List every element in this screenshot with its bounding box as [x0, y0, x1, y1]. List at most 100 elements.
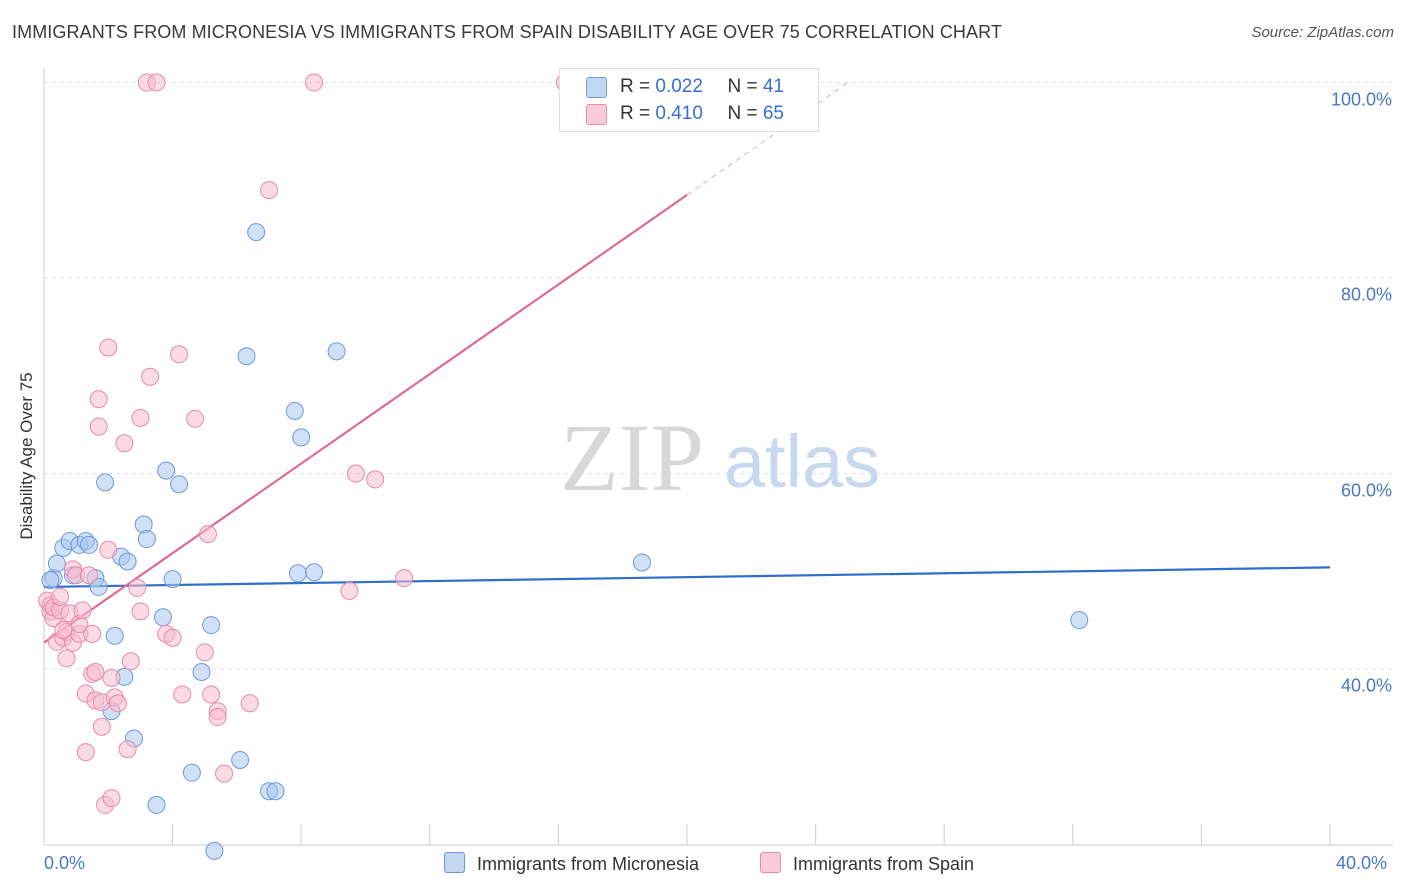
micronesia-point	[192, 662, 211, 681]
spain-trend-line	[43, 194, 688, 644]
micronesia-point	[137, 530, 156, 549]
micronesia-point	[163, 570, 182, 589]
micronesia-swatch	[586, 77, 607, 98]
spain-point	[99, 540, 118, 559]
spain-point	[115, 434, 134, 453]
spain-point	[73, 601, 92, 620]
y-tick-label: 100.0%	[1330, 89, 1392, 110]
micronesia-point	[305, 563, 324, 582]
spain-point	[173, 685, 192, 704]
legend-item-spain[interactable]: Immigrants from Spain	[760, 852, 974, 875]
micronesia-point	[47, 554, 66, 573]
micronesia-point	[80, 535, 99, 554]
correlation-legend: R = 0.022 N = 41 R = 0.410 N = 65	[559, 68, 819, 132]
spain-point	[170, 345, 189, 364]
n-value: 41	[762, 76, 784, 97]
n-value: 65	[762, 103, 784, 124]
micronesia-point	[285, 401, 304, 420]
micronesia-point	[237, 347, 256, 366]
watermark-zip: ZIP	[560, 404, 704, 511]
micronesia-point	[266, 782, 285, 801]
micronesia-trend-line	[43, 566, 1331, 589]
source-label: Source: ZipAtlas.com	[1251, 24, 1394, 41]
x-tick-label: 0.0%	[44, 853, 86, 873]
spain-point	[163, 628, 182, 647]
micronesia-point	[147, 795, 166, 814]
spain-point	[51, 587, 70, 606]
micronesia-point	[247, 223, 266, 242]
spain-point	[131, 408, 150, 427]
trend-lines	[43, 82, 1331, 644]
spain-point	[102, 789, 121, 808]
x-tick-label: 40.0%	[1336, 853, 1388, 873]
axes	[43, 68, 1393, 846]
spain-point	[80, 566, 99, 585]
spain-point	[147, 73, 166, 92]
n-label: N =	[727, 76, 763, 97]
spain-point	[54, 620, 73, 639]
spain-swatch	[760, 852, 781, 873]
data-points	[38, 73, 1089, 860]
spain-point	[89, 390, 108, 409]
spain-point	[102, 668, 121, 687]
r-value: 0.022	[655, 76, 703, 97]
spain-point	[215, 764, 234, 783]
spain-point	[141, 367, 160, 386]
spain-point	[260, 181, 279, 200]
micronesia-point	[96, 473, 115, 492]
micronesia-point	[632, 553, 651, 572]
micronesia-point	[41, 571, 60, 590]
micronesia-point	[1070, 611, 1089, 630]
micronesia-point	[182, 763, 201, 782]
spain-point	[346, 464, 365, 483]
legend-label: Immigrants from Spain	[793, 854, 975, 874]
spain-point	[89, 417, 108, 436]
spain-point	[131, 602, 150, 621]
micronesia-point	[202, 616, 221, 635]
spain-point	[395, 569, 414, 588]
spain-point	[340, 581, 359, 600]
spain-point	[121, 652, 140, 671]
micronesia-point	[288, 564, 307, 583]
spain-point	[366, 470, 385, 489]
micronesia-point	[134, 515, 153, 534]
n-label: N =	[727, 103, 763, 124]
micronesia-point	[118, 552, 137, 571]
r-value: 0.410	[655, 103, 703, 124]
spain-point	[128, 578, 147, 597]
y-tick-label: 80.0%	[1340, 284, 1392, 305]
r-label: R =	[620, 103, 656, 124]
spain-point	[118, 740, 137, 759]
spain-point	[305, 73, 324, 92]
legend-label: Immigrants from Micronesia	[477, 854, 700, 874]
micronesia-point	[89, 577, 108, 596]
spain-point	[208, 707, 227, 726]
micronesia-point	[205, 841, 224, 860]
spain-point	[99, 338, 118, 357]
y-tick-label: 60.0%	[1340, 480, 1392, 501]
micronesia-point	[231, 750, 250, 769]
micronesia-point	[153, 608, 172, 627]
spain-point	[83, 624, 102, 643]
micronesia-point	[105, 626, 124, 645]
spain-point	[186, 409, 205, 428]
spain-point	[198, 525, 217, 544]
micronesia-point	[157, 461, 176, 480]
spain-point	[92, 717, 111, 736]
watermark-atlas: atlas	[724, 420, 880, 503]
gridlines	[44, 82, 1393, 670]
spain-point	[57, 649, 76, 668]
spain-point	[195, 643, 214, 662]
micronesia-point	[327, 342, 346, 361]
watermark: ZIP atlas	[560, 404, 880, 511]
spain-swatch	[586, 104, 607, 125]
micronesia-point	[170, 475, 189, 494]
spain-point	[86, 662, 105, 681]
spain-point	[240, 694, 259, 713]
chart-title: IMMIGRANTS FROM MICRONESIA VS IMMIGRANTS…	[12, 22, 1003, 42]
r-label: R =	[620, 76, 656, 97]
spain-point	[108, 694, 127, 713]
legend-item-micronesia[interactable]: Immigrants from Micronesia	[444, 852, 699, 875]
spain-point	[76, 743, 95, 762]
